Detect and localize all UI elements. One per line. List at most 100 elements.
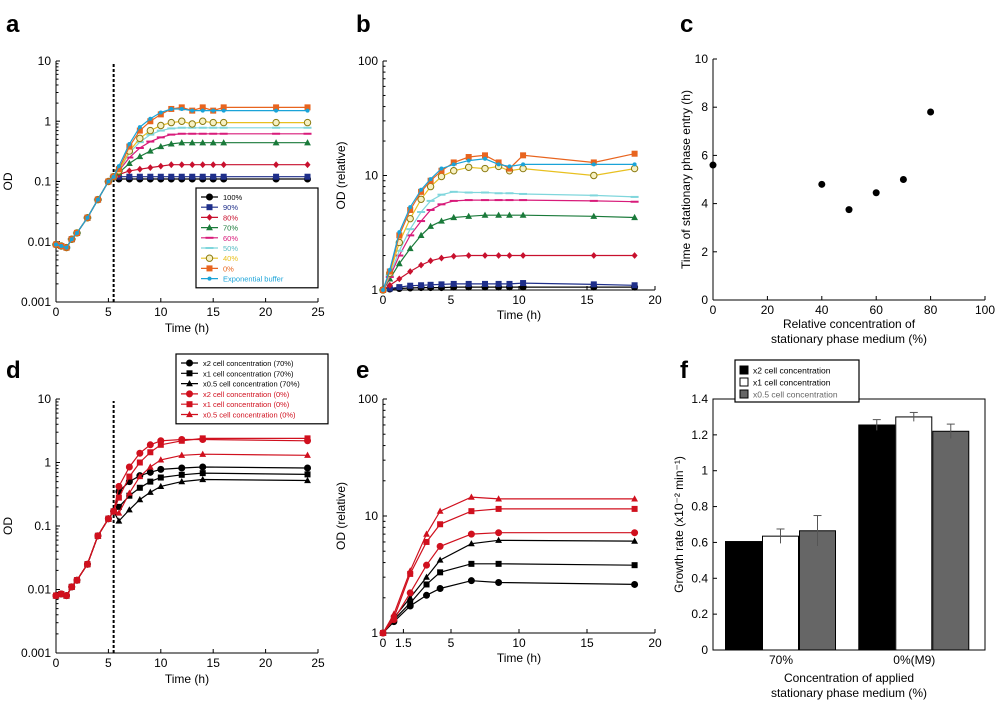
series-5-point [68,583,76,590]
series-3-point [631,529,639,537]
y-tick-label: 10 [365,509,379,523]
series-8-point [496,162,501,167]
x-tick-label: 5 [105,305,112,319]
legend-marker [186,359,193,367]
series-6-point [437,172,446,181]
y-tick-label: 10 [695,52,709,66]
series-8-point [74,230,79,235]
x-tick-label: 1.5 [395,636,412,650]
series-7-point [199,104,206,111]
series-5-point [115,509,123,516]
series-8-point [305,108,310,113]
series-1-point [126,492,133,499]
series-8-point [451,162,456,167]
series-5-point [84,560,91,567]
series-4-point [437,521,444,528]
series-2-point [147,164,154,172]
y-tick-label: 2 [701,245,708,259]
series-1-point [136,173,143,180]
series-4-point [423,538,430,545]
x-tick-label: 20 [259,656,273,670]
legend-entry: x0.5 cell concentration (0%) [203,411,296,420]
x-tick-label: 0 [53,305,60,319]
series-3-point [167,140,175,147]
series-7-point [147,118,154,125]
x-tick-label: 5 [448,293,455,307]
series-1-point [423,581,430,588]
series-8-point [190,108,195,113]
bar [799,530,836,651]
series-4-line [382,508,635,634]
legend-entry: x2 cell concentration (0%) [203,390,290,399]
series-7-point [304,104,311,111]
series-8-point [221,108,226,113]
series-1-point [178,471,185,478]
series-6-point [199,117,207,125]
series-8-point [466,158,471,163]
series-0-point [423,591,431,599]
x-tick-label: 40 [815,303,829,317]
y-tick-label: 0.001 [21,295,51,309]
series-6-point [188,120,196,128]
legend-entry: 80% [223,213,238,222]
series-7-point [220,104,227,111]
series-0-point [436,585,444,593]
series-5-point [105,515,112,522]
legend-entry: 40% [223,254,238,263]
series-6-point [464,163,473,171]
series-7-point [273,104,280,111]
series-1-point [157,474,164,481]
series-8-point [408,205,413,210]
y-tick-label: 0.01 [28,583,52,597]
legend-box [175,353,329,425]
series-2-point [220,161,227,169]
series-0-point [157,465,165,473]
series-5-point [52,592,60,599]
series-1-point [437,569,444,576]
series-0-point [631,580,639,588]
y-tick-label: 0.4 [691,571,708,585]
series-8-point [116,164,121,169]
x-axis-label: Relative concentration of [783,317,916,331]
series-1-point [631,282,638,289]
series-3-point [590,212,598,219]
series-0-point [495,579,503,587]
series-5-point [63,592,70,599]
series-2-point [157,482,165,490]
series-5-line [382,191,635,291]
series-5-point [57,590,65,597]
series-8-point [274,108,279,113]
series-6-point [272,118,280,127]
series-4-point [468,508,475,515]
y-tick-label: 10 [365,169,379,183]
series-3-point [157,142,165,150]
y-tick-label: 1.2 [691,428,708,442]
x-axis-label: Concentration of applied [784,671,914,685]
series-2-point [146,488,154,495]
x-tick-label: 5 [448,636,455,650]
series-8-point [158,110,163,115]
legend: x2 cell concentration x1 cell concentrati… [734,359,860,403]
x-tick-label: 10 [154,656,168,670]
series-6-point [178,117,186,125]
series-3-point [304,139,311,146]
series-0-point [304,464,312,472]
series-1-point [199,470,206,477]
scatter-point [709,161,717,169]
series-2-point [168,161,175,169]
x-tick-label: 0 [710,303,717,317]
series-2-point [210,161,217,169]
series-5-point [631,495,638,502]
series-8-point [521,162,526,167]
series-5-point [136,472,144,480]
legend-marker [186,380,193,387]
series-6-point [426,182,435,191]
series-4-point [157,441,164,448]
series-2-point [506,252,513,259]
category-label: 70% [769,653,793,667]
y-tick-label: 4 [701,197,708,211]
series-2-point [136,165,143,173]
series-2-point [495,536,502,543]
series-6-line [382,165,635,291]
legend-entry: 100% [223,193,243,202]
